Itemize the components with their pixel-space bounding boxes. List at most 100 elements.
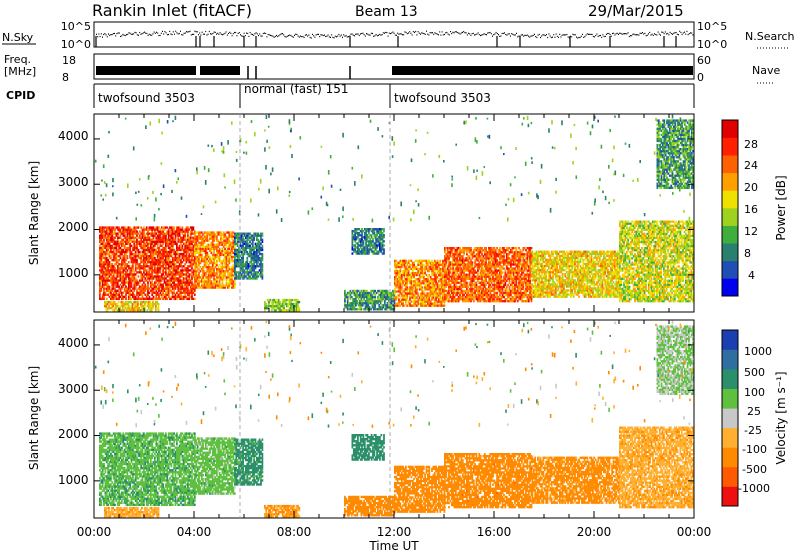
- power-echo-cell-1: [231, 272, 233, 275]
- power-echo-cell-0: [181, 226, 184, 229]
- power-echo-cell-2: [247, 242, 250, 246]
- power-echo-cell-4: [270, 302, 273, 306]
- power-echo-cell-0: [129, 277, 132, 280]
- power-echo-cell-0: [133, 232, 136, 235]
- power-echo-cell-0: [103, 277, 105, 280]
- power-echo-cell-0: [192, 254, 195, 258]
- nsky-point: [634, 34, 636, 36]
- power-echo-cell-2: [234, 250, 236, 254]
- power-echo-cell-6: [379, 228, 381, 231]
- power-echo-cell-1: [198, 247, 200, 251]
- power-echo-cell-2: [246, 234, 249, 237]
- power-echo-cell-7: [436, 269, 439, 273]
- power-echo-cell-0: [101, 267, 104, 270]
- power-echo-cell-0: [105, 252, 108, 256]
- power-echo-cell-4: [275, 300, 277, 304]
- power-echo-cell-1: [195, 257, 198, 261]
- power-echo-cell-5: [360, 306, 363, 309]
- power-echo-cell-6: [355, 242, 358, 245]
- power-echo-cell-0: [166, 267, 169, 270]
- power-echo-cell-0: [114, 271, 116, 274]
- power-echo-cell-0: [103, 230, 105, 233]
- power-echo-cell-0: [177, 240, 180, 243]
- power-echo-cell-0: [108, 256, 111, 260]
- power-echo-cell-0: [151, 279, 154, 282]
- power-echo-cell-0: [158, 267, 160, 270]
- power-echo-cell-7: [420, 267, 422, 271]
- power-echo-cell-0: [152, 287, 155, 290]
- nsky-point: [484, 33, 486, 36]
- nsky-point: [500, 35, 502, 37]
- nsky-point: [114, 32, 115, 35]
- power-echo-cell-0: [143, 291, 145, 294]
- nsky-point: [676, 33, 678, 35]
- power-echo-cell-0: [170, 230, 173, 233]
- power-echo-cell-1: [196, 264, 199, 267]
- power-echo-cell-0: [103, 297, 105, 301]
- power-echo-cell-0: [108, 269, 111, 272]
- power-echo-cell-0: [136, 279, 138, 282]
- power-echo-cell-6: [351, 234, 354, 237]
- power-echo-cell-1: [195, 243, 198, 246]
- power-echo-cell-7: [425, 296, 428, 299]
- power-echo-cell-0: [118, 295, 121, 299]
- power-echo-cell-0: [121, 259, 123, 262]
- power-echo-cell-3: [104, 302, 106, 306]
- power-echo-cell-3: [152, 302, 154, 306]
- nsky-point: [168, 33, 169, 36]
- power-echo-cell-0: [107, 226, 110, 229]
- power-echo-cell-0: [147, 244, 149, 248]
- power-echo-cell-0: [99, 277, 101, 280]
- power-echo-cell-7: [407, 302, 410, 305]
- power-echo-cell-2: [253, 273, 255, 276]
- power-echo-cell-0: [108, 289, 111, 292]
- power-echo-cell-0: [154, 265, 156, 268]
- power-echo-cell-7: [409, 265, 411, 269]
- power-echo-cell-4: [276, 305, 279, 308]
- power-echo-cell-5: [386, 302, 389, 305]
- power-echo-cell-5: [386, 306, 389, 309]
- power-echo-cell-5: [355, 304, 357, 307]
- power-echo-cell-7: [407, 271, 410, 275]
- power-echo-cell-1: [218, 257, 221, 261]
- power-echo-cell-7: [432, 290, 435, 293]
- power-echo-cell-1: [229, 249, 232, 253]
- power-echo-cell-3: [157, 307, 160, 310]
- power-echo-cell-5: [382, 295, 385, 299]
- power-echo-cell-0: [189, 232, 192, 235]
- power-echo-cell-1: [205, 255, 207, 259]
- power-echo-cell-6: [354, 234, 357, 237]
- power-echo-cell-0: [137, 232, 140, 235]
- power-echo-cell-6: [363, 228, 366, 231]
- power-echo-cell-2: [256, 238, 258, 241]
- power-echo-cell-1: [207, 282, 210, 285]
- power-echo-cell-2: [246, 252, 249, 256]
- power-echo-cell-7: [432, 273, 435, 277]
- power-echo-cell-7: [438, 286, 440, 289]
- power-echo-cell-0: [111, 287, 114, 290]
- power-echo-cell-2: [242, 261, 244, 264]
- power-echo-cell-7: [407, 300, 410, 303]
- power-echo-cell-0: [191, 283, 193, 286]
- power-echo-cell-7: [409, 263, 411, 267]
- power-echo-cell-6: [380, 228, 383, 231]
- power-echo-cell-0: [133, 293, 136, 296]
- power-echo-cell-7: [417, 267, 420, 271]
- power-echo-cell-0: [104, 275, 107, 278]
- power-echo-cell-6: [362, 250, 365, 253]
- power-echo-cell-0: [170, 295, 173, 299]
- power-echo-cell-0: [174, 254, 177, 258]
- power-echo-cell-0: [132, 248, 134, 252]
- power-echo-cell-0: [189, 281, 192, 284]
- power-echo-cell-0: [101, 234, 104, 237]
- power-echo-cell-1: [210, 266, 213, 269]
- power-echo-cell-0: [123, 281, 126, 284]
- power-echo-cell-1: [211, 231, 214, 234]
- power-echo-cell-1: [221, 280, 224, 283]
- power-echo-cell-1: [231, 233, 233, 236]
- power-echo-cell-1: [195, 272, 198, 275]
- power-echo-cell-0: [187, 234, 189, 237]
- power-echo-cell-2: [256, 254, 258, 258]
- power-echo-cell-1: [195, 286, 198, 289]
- power-echo-cell-2: [249, 252, 251, 256]
